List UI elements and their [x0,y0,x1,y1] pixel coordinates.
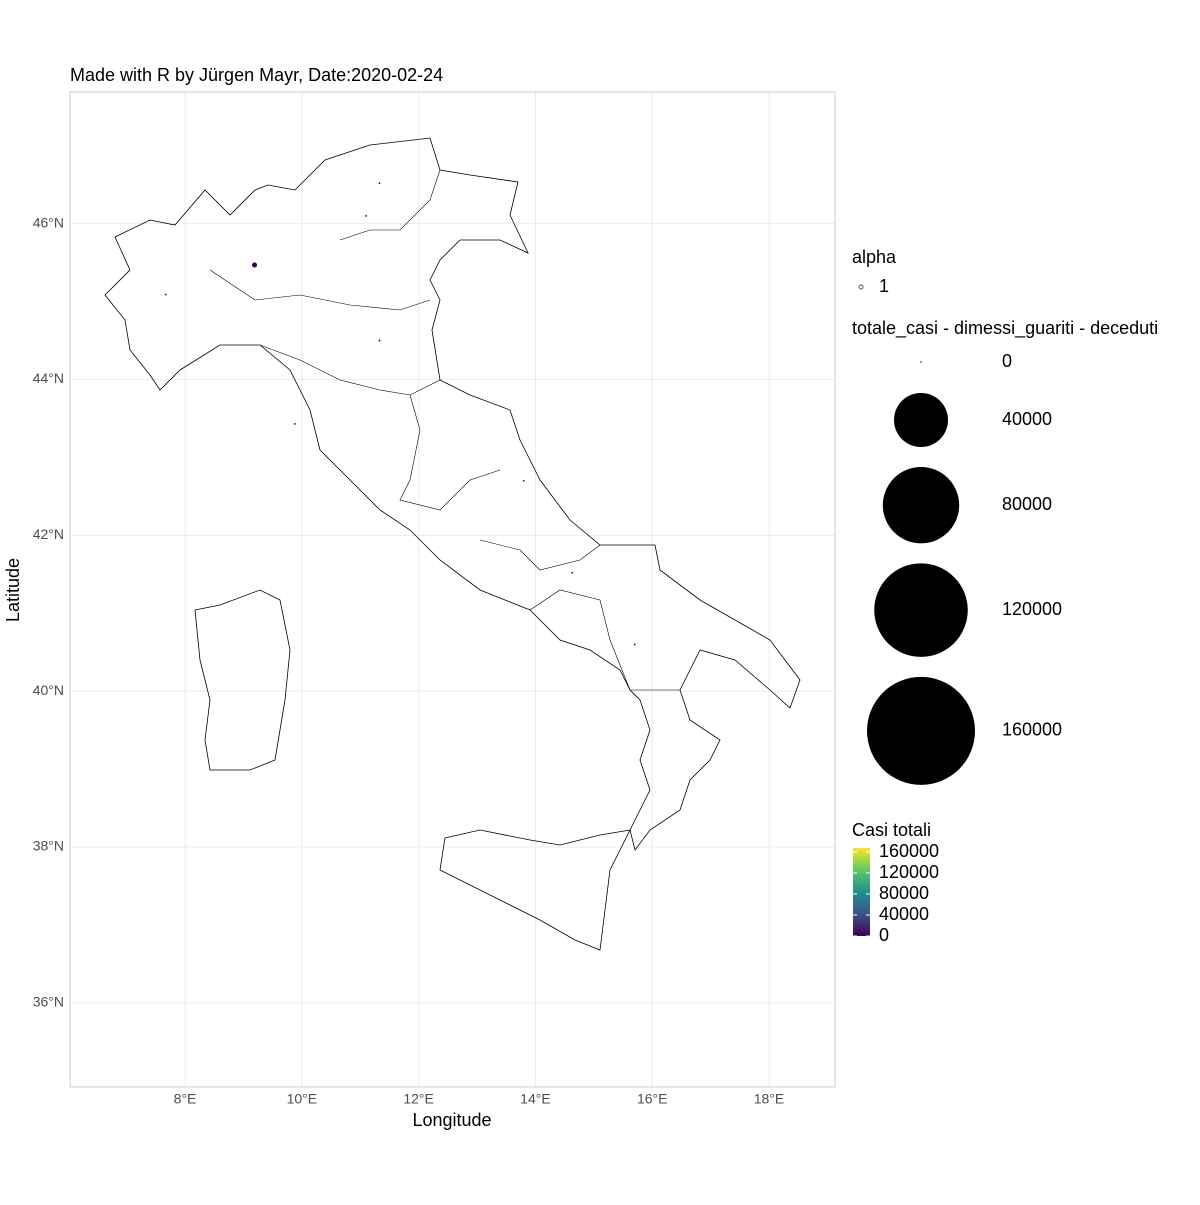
legend-key [920,361,922,363]
legend-title: totale_casi - dimessi_guariti - deceduti [852,318,1158,339]
point [365,214,368,217]
point [378,339,381,342]
region-borders [209,169,680,691]
legend-label: 1 [879,276,889,296]
y-tick-label: 40°N [33,682,64,698]
point [522,479,525,482]
plot-border [69,91,836,1088]
legend-label: 120000 [1002,599,1062,619]
mainland [104,137,801,851]
point [164,293,167,296]
legend-label: 160000 [1002,720,1062,740]
x-tick-label: 8°E [174,1091,197,1107]
legend-label: 40000 [879,904,929,924]
chart-title: Made with R by Jürgen Mayr, Date:2020-02… [70,65,443,85]
y-tick-label: 46°N [33,214,64,230]
x-tick-label: 12°E [403,1091,434,1107]
legend-label: 0 [1002,351,1012,371]
legend-label: 80000 [879,883,929,903]
map-outline [104,137,801,951]
point [571,571,574,574]
legend-label: 80000 [1002,494,1052,514]
x-tick-label: 16°E [637,1091,668,1107]
x-axis-label: Longitude [412,1110,491,1130]
sardinia [194,589,291,771]
colorbar [853,848,870,936]
legend-label: 40000 [1002,409,1052,429]
legend: alpha 1 totale_casi - dimessi_guariti - de… [852,247,1158,945]
legend-key [867,676,975,785]
y-tick-label: 42°N [33,526,64,542]
y-tick-label: 38°N [33,838,64,854]
grid [70,92,835,1087]
legend-key [858,284,864,290]
legend-key [882,467,960,544]
x-tick-label: 10°E [287,1091,318,1107]
points [164,182,636,646]
y-axis-label: Latitude [3,558,23,622]
legend-key [894,393,948,447]
legend-label: 120000 [879,862,939,882]
legend-key [874,563,968,657]
y-tick-label: 44°N [33,370,64,386]
legend-title: Casi totali [852,820,931,840]
legend-label: 0 [879,925,889,945]
x-tick-label: 18°E [754,1091,785,1107]
legend-title: alpha [852,247,897,267]
point [633,643,636,646]
x-tick-label: 14°E [520,1091,551,1107]
legend-label: 160000 [879,841,939,861]
point [251,262,258,268]
point [293,422,296,425]
sicily [439,829,631,951]
y-tick-label: 36°N [33,994,64,1010]
point [378,182,381,185]
